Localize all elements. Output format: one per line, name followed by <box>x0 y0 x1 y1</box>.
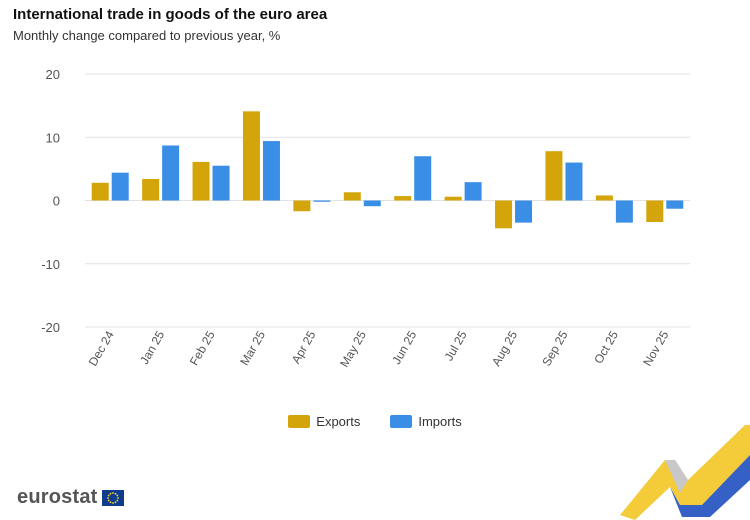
imports-bar <box>313 200 331 202</box>
exports-swatch <box>288 415 311 428</box>
exports-bar <box>646 200 664 223</box>
legend-item-imports[interactable]: Imports <box>390 414 462 429</box>
imports-bar <box>615 200 633 223</box>
exports-bar <box>242 111 260 201</box>
x-tick-label: Sep 25 <box>539 328 570 368</box>
chart-subtitle: Monthly change compared to previous year… <box>13 28 281 43</box>
x-tick-label: May 25 <box>337 328 369 369</box>
imports-swatch <box>390 415 413 428</box>
eu-flag-icon <box>101 489 124 506</box>
exports-bar <box>595 195 613 201</box>
legend-label-exports: Exports <box>316 414 361 429</box>
chart-legend: Exports Imports <box>0 414 750 429</box>
logo-text: eurostat <box>17 486 98 508</box>
exports-bar <box>192 161 210 201</box>
bar-chart: 20 10 0 -10 -20 Dec 24 Jan 25 Feb 25 Mar 25 Apr 2… <box>41 67 690 370</box>
x-tick-label: Aug 25 <box>489 328 520 368</box>
y-tick-label: 20 <box>46 67 60 82</box>
y-tick-label: -10 <box>41 257 60 272</box>
imports-bar <box>363 200 381 207</box>
exports-bar <box>293 200 311 212</box>
x-tick-label: Feb 25 <box>187 328 218 368</box>
y-tick-label: -20 <box>41 320 60 335</box>
imports-bar <box>666 200 684 209</box>
imports-bar <box>162 145 180 201</box>
y-tick-label: 0 <box>53 194 60 209</box>
imports-bar <box>414 156 432 201</box>
imports-bar <box>464 182 482 201</box>
x-tick-label: Oct 25 <box>591 328 621 366</box>
exports-bar <box>444 196 462 201</box>
imports-bar <box>111 172 129 201</box>
exports-bar <box>142 178 160 201</box>
x-tick-label: Nov 25 <box>640 328 671 368</box>
x-tick-label: Apr 25 <box>289 328 319 366</box>
exports-bar <box>545 151 563 201</box>
x-tick-label: Mar 25 <box>237 328 268 368</box>
imports-bar <box>212 165 230 201</box>
x-tick-label: Jun 25 <box>389 328 419 366</box>
x-tick-label: Jul 25 <box>442 328 470 363</box>
exports-bar <box>495 200 513 229</box>
eurostat-logo: eurostat <box>17 486 124 509</box>
y-tick-label: 10 <box>46 130 60 145</box>
imports-bar <box>262 141 280 201</box>
exports-bar <box>91 182 109 201</box>
x-tick-label: Jan 25 <box>137 328 167 366</box>
chart-title: International trade in goods of the euro… <box>13 6 328 23</box>
imports-bar <box>515 200 533 223</box>
exports-bar <box>343 192 361 201</box>
decorative-wave-graphic <box>620 425 750 520</box>
imports-bar <box>565 162 583 201</box>
x-tick-label: Dec 24 <box>86 328 117 368</box>
legend-label-imports: Imports <box>418 414 462 429</box>
legend-item-exports[interactable]: Exports <box>288 414 360 429</box>
exports-bar <box>394 196 412 201</box>
